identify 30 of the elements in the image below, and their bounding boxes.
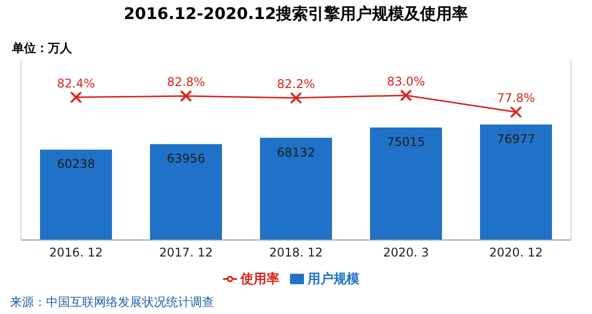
chart-title: 2016.12-2020.12搜索引擎用户规模及使用率	[122, 4, 470, 25]
bar	[40, 150, 112, 240]
x-tick-label: 2017. 12	[159, 246, 213, 260]
point	[290, 92, 302, 104]
point	[180, 90, 192, 102]
x-tick-label: 2020. 3	[383, 246, 429, 260]
bar	[480, 124, 552, 240]
bar	[370, 127, 442, 240]
data-label: 60238	[56, 157, 96, 172]
point	[510, 106, 522, 118]
data-label: 82.8%	[166, 75, 206, 89]
data-label: 77.8%	[496, 91, 536, 106]
data-label: 75015	[386, 134, 426, 149]
legend-label: 使用率	[240, 272, 280, 287]
point	[70, 91, 82, 104]
text: 单位：万人	[12, 40, 72, 57]
data-label: 82.2%	[276, 76, 316, 91]
x-tick-label: 2018. 12	[269, 246, 323, 260]
legend-label: 用户规模	[308, 272, 360, 287]
point	[400, 89, 412, 102]
data-label: 68132	[276, 145, 316, 160]
data-label: 83.0%	[386, 74, 426, 88]
source-note: 来源：中国互联网络发展状况统计调查	[10, 294, 214, 311]
data-label: 63956	[166, 152, 206, 166]
data-label: 76977	[496, 132, 536, 146]
bar	[260, 138, 332, 240]
x-tick-label: 2016. 12	[49, 246, 103, 260]
data-label: 82.4%	[56, 76, 96, 90]
x-tick-label: 2020. 12	[489, 246, 543, 260]
bar	[150, 144, 222, 240]
